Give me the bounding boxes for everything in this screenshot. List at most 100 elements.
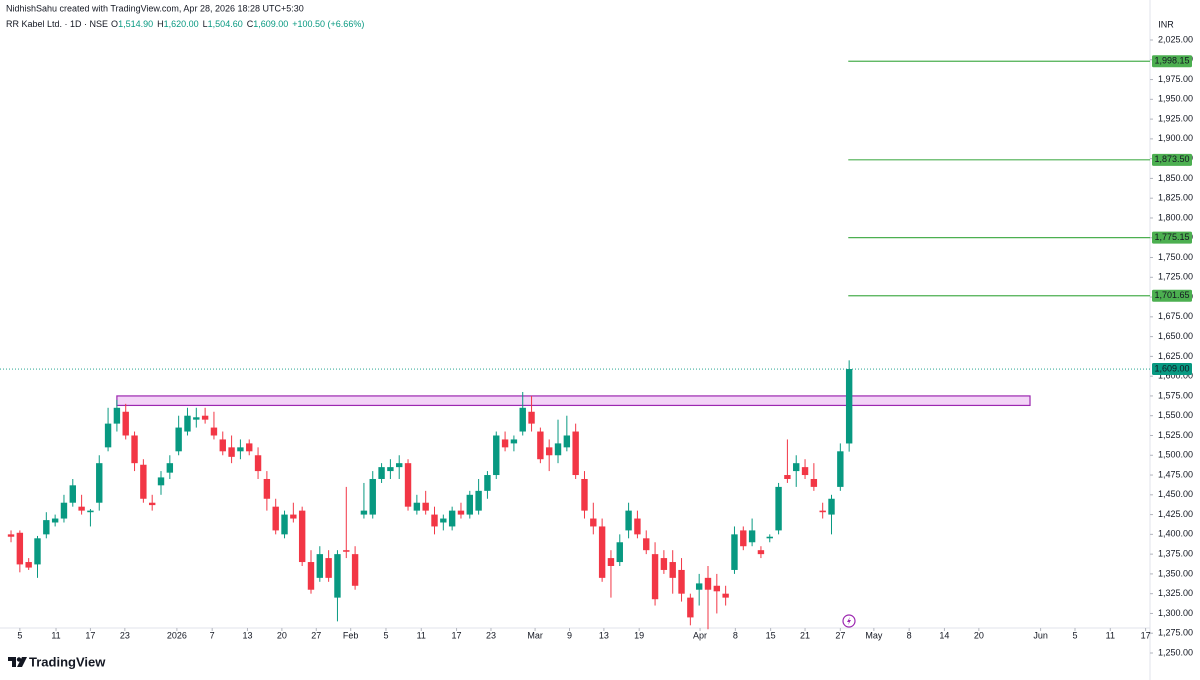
candle-body (290, 514, 297, 519)
candle-body (528, 411, 535, 424)
candle-body (457, 510, 465, 515)
candle-body (651, 554, 659, 600)
candle-body (307, 562, 315, 590)
candle-body (157, 477, 165, 486)
y-tick-label: 1,900.00 (1158, 133, 1193, 143)
x-tick-label: 8 (907, 630, 912, 640)
y-tick-label: 1,400.00 (1158, 529, 1193, 539)
candle-body (246, 443, 253, 452)
candle-body (704, 577, 712, 590)
candle-body (572, 431, 579, 476)
candle-body (343, 550, 350, 552)
y-tick-label: 1,575.00 (1158, 390, 1193, 400)
x-tick-label: 8 (733, 630, 738, 640)
y-tick-label: 1,650.00 (1158, 331, 1193, 341)
candle-body (254, 455, 262, 472)
candle-body (493, 435, 500, 476)
candle-body (757, 550, 765, 555)
candle-body (643, 538, 650, 551)
y-tick-label: 2,025.00 (1158, 34, 1193, 44)
change: +100.50 (+6.66%) (292, 19, 364, 29)
candle-body (184, 415, 191, 432)
x-tick-label: 23 (486, 630, 496, 640)
x-tick-label: Jun (1033, 630, 1048, 640)
x-tick-label: 7 (210, 630, 215, 640)
candle-body (43, 520, 50, 535)
candle-body (519, 407, 526, 432)
candle-body (793, 463, 800, 472)
candle-body (69, 485, 76, 503)
x-tick-label: 17 (452, 630, 462, 640)
candle-body (413, 502, 421, 511)
ohlc-value: 1,514.90 (118, 19, 153, 29)
candle-body (34, 538, 41, 565)
candle-body (131, 435, 138, 464)
y-tick-label: 1,950.00 (1158, 94, 1193, 104)
candle-body (448, 510, 456, 527)
candle-body (396, 463, 403, 468)
candle-body (175, 427, 182, 452)
candle-body (740, 530, 747, 547)
y-tick-label: 1,600.00 (1158, 371, 1193, 381)
level-label: 1,873.50 (1154, 154, 1189, 164)
y-tick-label: 1,375.00 (1158, 549, 1193, 559)
candle-body (104, 423, 112, 448)
candle-body (378, 467, 385, 479)
level-label-box (1152, 55, 1192, 68)
candle-body (713, 585, 721, 592)
candle-body (298, 510, 306, 563)
candle-body (316, 554, 324, 578)
symbol: RR Kabel Ltd. · 1D · NSE (6, 19, 108, 29)
y-tick-label: 1,500.00 (1158, 450, 1193, 460)
last-price-box (1152, 363, 1192, 376)
level-label: 1,998.15 (1154, 56, 1189, 66)
candle-body (616, 542, 623, 563)
candle-body (581, 478, 588, 511)
candle-body (828, 498, 835, 515)
level-label: 1,775.15 (1154, 232, 1189, 242)
x-tick-label: 15 (766, 630, 776, 640)
level-label-box (1152, 153, 1192, 166)
x-tick-label: Feb (343, 630, 359, 640)
candle-body (166, 463, 174, 473)
x-tick-label: 2026 (167, 630, 187, 640)
candle-body (87, 510, 94, 513)
candle-body (837, 451, 844, 487)
y-tick-label: 1,750.00 (1158, 252, 1193, 262)
candle-body (122, 411, 129, 436)
candle-body (545, 447, 553, 456)
y-tick-label: 1,925.00 (1158, 113, 1193, 123)
candle-body (51, 518, 59, 523)
y-tick-label: 1,425.00 (1158, 509, 1193, 519)
level-label-box (1152, 231, 1192, 244)
candle-body (554, 443, 562, 456)
y-tick-label: 1,325.00 (1158, 588, 1193, 598)
candle-body (590, 518, 597, 527)
x-tick-label: 5 (383, 630, 388, 640)
last-price-label: 1,609.00 (1154, 363, 1189, 373)
x-tick-label: 27 (311, 630, 321, 640)
candle-body (731, 534, 738, 570)
x-tick-label: 14 (939, 630, 949, 640)
x-tick-label: 13 (242, 630, 252, 640)
x-tick-label: 13 (599, 630, 609, 640)
candle-body (7, 534, 15, 537)
candle-body (431, 514, 438, 527)
candle-body (484, 475, 491, 491)
candle-body (113, 407, 121, 424)
candle-body (281, 514, 288, 535)
y-tick-label: 1,975.00 (1158, 74, 1193, 84)
event-icon[interactable] (842, 614, 856, 628)
candle-body (60, 502, 68, 519)
y-tick-label: 1,625.00 (1158, 351, 1193, 361)
candle-body (563, 435, 571, 448)
candle-body (598, 526, 606, 578)
y-tick-label: 1,725.00 (1158, 272, 1193, 282)
y-tick-label: 1,800.00 (1158, 212, 1193, 222)
y-tick-label: 1,350.00 (1158, 568, 1193, 578)
candle-body (748, 530, 756, 543)
y-tick-label: 1,675.00 (1158, 311, 1193, 321)
candle-body (237, 447, 244, 452)
x-tick-label: 11 (1106, 630, 1115, 640)
candle-body (801, 467, 809, 476)
